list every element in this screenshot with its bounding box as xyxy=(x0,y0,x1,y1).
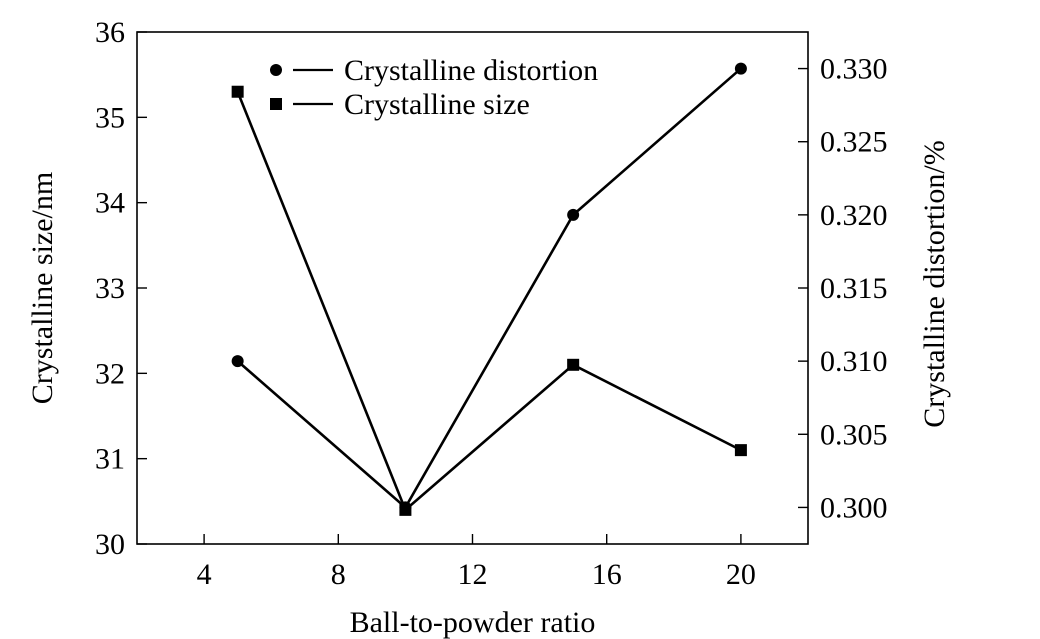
data-point-size xyxy=(567,358,580,371)
legend-marker-distortion xyxy=(270,64,282,76)
data-point-size xyxy=(399,503,412,516)
y-left-tick-label: 30 xyxy=(95,528,125,561)
data-point-distortion xyxy=(567,208,580,221)
x-tick-label: 20 xyxy=(726,558,756,591)
y-right-tick-label: 0.300 xyxy=(820,491,888,524)
x-tick-label: 16 xyxy=(592,558,622,591)
y-right-tick-label: 0.315 xyxy=(820,272,888,305)
y-left-tick-label: 32 xyxy=(95,357,125,390)
y-right-tick-label: 0.320 xyxy=(820,199,888,232)
data-point-size xyxy=(734,444,747,457)
y-right-tick-label: 0.330 xyxy=(820,53,888,86)
x-tick-label: 4 xyxy=(197,558,212,591)
y-left-tick-label: 31 xyxy=(95,443,125,476)
x-tick-label: 12 xyxy=(458,558,488,591)
y-right-tick-label: 0.310 xyxy=(820,345,888,378)
series-layer xyxy=(231,62,747,516)
y-left-tick-label: 36 xyxy=(95,16,125,49)
x-axis-title: Ball-to-powder ratio xyxy=(350,606,596,639)
y-left-tick-label: 35 xyxy=(95,101,125,134)
y-axis-left-title: Crystalline size/nm xyxy=(26,172,59,404)
data-point-distortion xyxy=(734,62,747,75)
series-line-distortion xyxy=(236,67,742,510)
y-right-tick-label: 0.325 xyxy=(820,126,888,159)
legend-label-size: Crystalline size xyxy=(344,88,530,121)
y-left-tick-label: 33 xyxy=(95,272,125,305)
y-left-tick-label: 34 xyxy=(95,187,125,220)
y-right-tick-label: 0.305 xyxy=(820,418,888,451)
series-line-size xyxy=(236,91,742,513)
data-point-size xyxy=(231,85,244,98)
legend-label-distortion: Crystalline distortion xyxy=(344,54,598,87)
legend-marker-size xyxy=(270,98,282,110)
y-axis-right-title: Crystalline distortion/% xyxy=(918,140,951,427)
data-point-distortion xyxy=(231,355,244,368)
x-tick-label: 8 xyxy=(331,558,346,591)
axes: 4 8 12 16 20 30 31 32 33 34 35 36 0.300 0.305 0.310 0.3… xyxy=(95,16,888,591)
